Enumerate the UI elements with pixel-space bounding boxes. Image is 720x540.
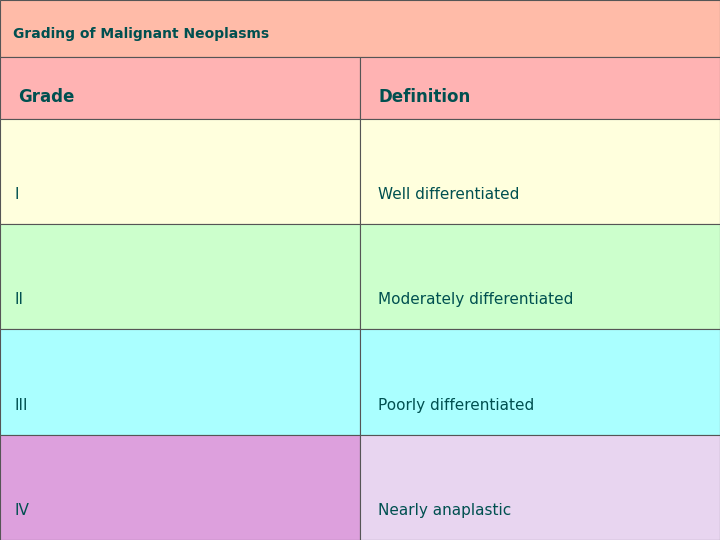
Bar [0, 0, 720, 57]
Bar [0, 435, 360, 540]
Bar [360, 329, 720, 435]
Bar [360, 57, 720, 119]
Text: I: I [14, 187, 19, 202]
Text: Nearly anaplastic: Nearly anaplastic [378, 503, 511, 518]
Bar [0, 119, 360, 224]
Text: Grading of Malignant Neoplasms: Grading of Malignant Neoplasms [13, 27, 269, 41]
Bar [0, 57, 360, 119]
Bar [360, 435, 720, 540]
Text: III: III [14, 398, 28, 413]
Bar [0, 224, 360, 329]
Text: Moderately differentiated: Moderately differentiated [378, 293, 573, 307]
Text: Grade: Grade [18, 88, 74, 106]
Text: Definition: Definition [378, 88, 470, 106]
Bar [0, 329, 360, 435]
Text: Poorly differentiated: Poorly differentiated [378, 398, 534, 413]
Bar [360, 224, 720, 329]
Text: Well differentiated: Well differentiated [378, 187, 519, 202]
Text: IV: IV [14, 503, 30, 518]
Text: II: II [14, 293, 23, 307]
Bar [360, 119, 720, 224]
